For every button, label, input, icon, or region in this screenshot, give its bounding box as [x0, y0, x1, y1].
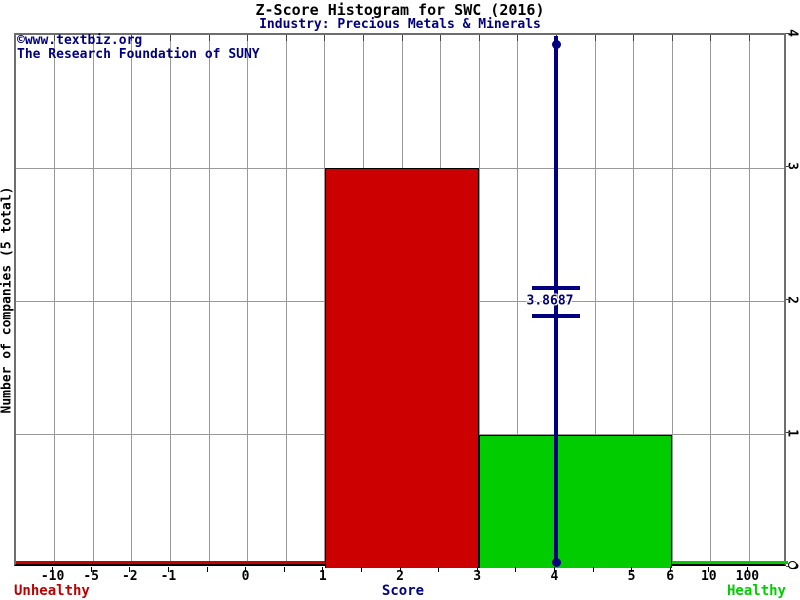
vertical-gridline	[285, 35, 287, 564]
vertical-gridline	[131, 35, 133, 564]
top-tick	[324, 35, 326, 41]
bottom-tick	[669, 567, 671, 572]
x-tick-label: -2	[121, 569, 138, 584]
bottom-tick	[553, 567, 555, 572]
top-tick	[247, 35, 249, 41]
unhealthy-label: Unhealthy	[14, 583, 90, 599]
x-tick-label: 0	[241, 569, 250, 584]
top-tick	[208, 35, 210, 41]
x-tick-label: 100	[735, 569, 760, 584]
right-tick	[786, 299, 790, 300]
bottom-tick	[746, 567, 748, 572]
watermark: ©www.textbiz.org The Research Foundation…	[17, 34, 260, 62]
x-tick-label: 4	[550, 569, 559, 584]
plot-area	[14, 33, 788, 568]
zscore-marker-top-dot	[551, 40, 561, 49]
zscore-marker-label: 3.8687	[526, 293, 574, 309]
bottom-tick	[360, 567, 362, 572]
bottom-tick	[476, 567, 478, 572]
bottom-tick	[90, 567, 92, 572]
x-tick-label: 2	[396, 569, 404, 584]
bottom-tick	[245, 567, 247, 572]
bottom-tick	[129, 567, 131, 572]
baseline-endcap	[788, 561, 797, 569]
top-tick	[440, 35, 442, 41]
bottom-tick	[206, 567, 208, 572]
top-tick	[517, 35, 519, 41]
right-tick	[786, 432, 790, 434]
vertical-gridline	[671, 35, 673, 564]
zscore-marker-line	[554, 36, 559, 564]
histogram-bar	[324, 168, 480, 568]
vertical-gridline	[478, 35, 480, 564]
vertical-gridline	[54, 35, 56, 564]
chart-subtitle: Industry: Precious Metals & Minerals	[259, 17, 541, 32]
bottom-tick	[283, 567, 285, 572]
healthy-label: Healthy	[726, 583, 786, 599]
bottom-tick	[322, 567, 324, 572]
top-tick	[285, 35, 287, 41]
x-tick-label: 5	[627, 569, 636, 584]
vertical-gridline	[92, 35, 94, 564]
top-tick	[169, 35, 171, 41]
vertical-gridline	[517, 35, 519, 564]
vertical-gridline	[208, 35, 210, 564]
bottom-tick	[708, 567, 710, 572]
top-tick	[362, 35, 364, 41]
top-tick	[401, 35, 403, 41]
x-tick-label: 3	[473, 569, 482, 584]
top-tick	[633, 35, 635, 41]
vertical-gridline	[247, 35, 249, 564]
x-tick-label: -10	[40, 569, 65, 584]
top-tick	[54, 35, 56, 41]
zscore-marker-bottom-dot	[551, 558, 561, 567]
bottom-tick	[438, 567, 440, 572]
baseline-strip-healthy	[672, 561, 788, 564]
zscore-marker-crossbar-upper	[532, 285, 581, 290]
top-tick	[478, 35, 480, 41]
top-tick	[671, 35, 673, 41]
x-tick-label: -5	[83, 569, 100, 584]
vertical-gridline	[594, 35, 596, 564]
top-tick	[92, 35, 94, 41]
x-axis-label: Score	[381, 583, 425, 599]
watermark-line1: ©www.textbiz.org	[17, 33, 143, 48]
right-tick	[786, 165, 790, 167]
zscore-marker-crossbar-lower	[532, 313, 581, 318]
right-tick	[786, 32, 790, 34]
x-tick-label: 10	[700, 569, 717, 584]
bottom-tick	[631, 567, 633, 572]
y-axis-label: Number of companies (5 total)	[0, 186, 15, 414]
vertical-gridline	[710, 35, 712, 564]
bottom-tick	[515, 567, 517, 572]
vertical-gridline	[748, 35, 750, 564]
x-tick-label: 1	[318, 569, 327, 584]
bottom-tick	[399, 567, 401, 572]
bottom-tick	[167, 567, 169, 572]
bottom-tick	[52, 567, 54, 572]
top-tick	[594, 35, 596, 41]
top-tick	[710, 35, 712, 41]
vertical-gridline	[633, 35, 635, 564]
histogram-bar	[479, 434, 673, 568]
chart-title: Z-Score Histogram for SWC (2016)	[255, 1, 545, 19]
baseline-strip-unhealthy	[16, 561, 325, 564]
top-tick	[131, 35, 133, 41]
x-tick-label: 6	[666, 569, 675, 584]
bottom-tick	[592, 567, 594, 572]
top-tick	[748, 35, 750, 41]
x-tick-label: -1	[160, 569, 177, 584]
watermark-line2: The Research Foundation of SUNY	[17, 47, 260, 62]
vertical-gridline	[169, 35, 171, 564]
